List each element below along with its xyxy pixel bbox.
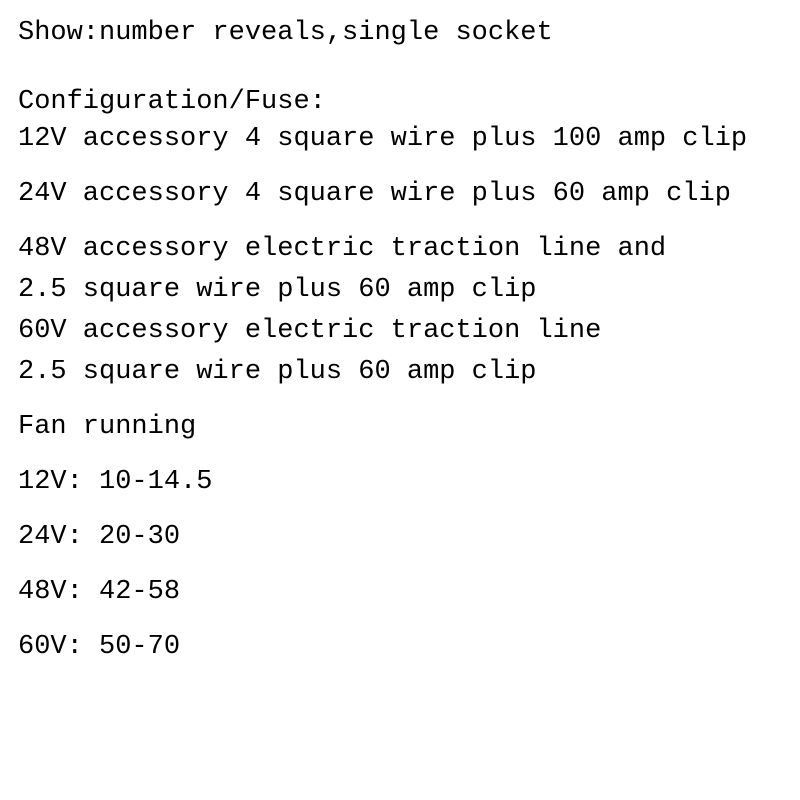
fan-60v: 60V: 50-70 (18, 634, 782, 661)
fan-24v: 24V: 20-30 (18, 524, 782, 551)
spec-24v: 24V accessory 4 square wire plus 60 amp … (18, 181, 782, 208)
spacer (18, 47, 782, 89)
spacer (18, 441, 782, 469)
fan-48v: 48V: 42-58 (18, 579, 782, 606)
spec-48v-line2: 2.5 square wire plus 60 amp clip (18, 277, 782, 304)
fan-12v: 12V: 10-14.5 (18, 469, 782, 496)
show-line: Show:number reveals,single socket (18, 20, 782, 47)
spec-12v: 12V accessory 4 square wire plus 100 amp… (18, 126, 782, 153)
spacer (18, 386, 782, 414)
spacer (18, 153, 782, 181)
spec-48v-line1: 48V accessory electric traction line and (18, 236, 782, 263)
spacer (18, 496, 782, 524)
document-page: Show:number reveals,single socket Config… (0, 0, 800, 681)
spacer (18, 208, 782, 236)
fan-header: Fan running (18, 414, 782, 441)
config-header: Configuration/Fuse: (18, 89, 782, 116)
spec-60v-line1: 60V accessory electric traction line (18, 318, 782, 345)
spacer (18, 606, 782, 634)
spec-60v-line2: 2.5 square wire plus 60 amp clip (18, 359, 782, 386)
spacer (18, 551, 782, 579)
